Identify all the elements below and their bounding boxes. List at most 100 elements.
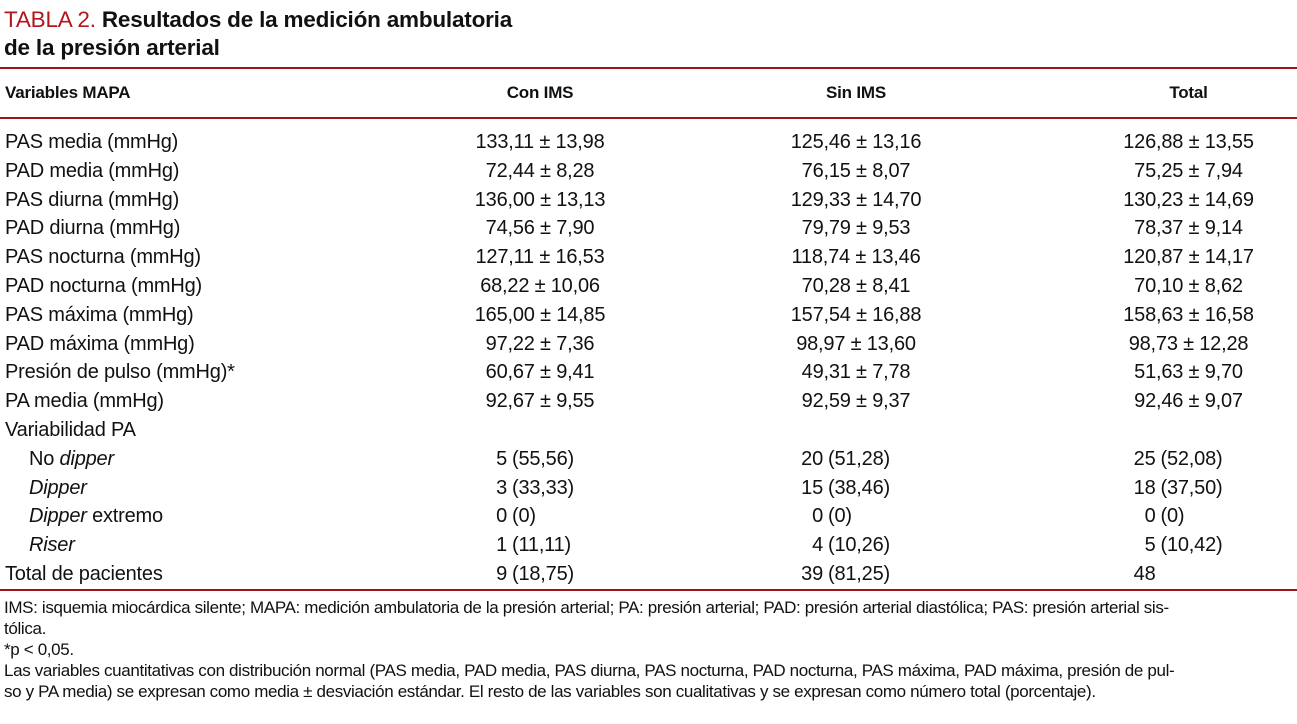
- value-cell-total: 92,46 ± 9,07: [1134, 390, 1243, 413]
- row-label: PAS máxima (mmHg): [5, 303, 194, 326]
- table-row-total: Total de pacientes 9 (18,75) 39 (81,25) 48: [0, 560, 1297, 589]
- value-cell-total: 0 (0): [1144, 505, 1185, 528]
- value-cell-sin: 129,33 ± 14,70: [790, 188, 922, 211]
- value-cell-con: 0 (0): [496, 505, 536, 528]
- row-label: Presión de pulso (mmHg)*: [5, 361, 235, 384]
- value-cell-con: 74,56 ± 7,90: [485, 217, 595, 240]
- table-row: PAD diurna (mmHg) 74,56 ± 7,90 79,79 ± 9…: [0, 214, 1297, 243]
- value-cell-total: 78,37 ± 9,14: [1134, 217, 1243, 240]
- value-cell-con: 3 (33,33): [496, 476, 574, 499]
- row-label: No dipper: [29, 447, 114, 470]
- value-cell-total: 120,87 ± 14,17: [1123, 246, 1254, 269]
- table-row: PAD media (mmHg) 72,44 ± 8,28 76,15 ± 8,…: [0, 157, 1297, 186]
- value-cell-sin: 70,28 ± 8,41: [801, 274, 911, 297]
- value-cell-sin: 118,74 ± 13,46: [791, 246, 921, 269]
- value-cell-total: 158,63 ± 16,58: [1123, 303, 1254, 326]
- row-label: PAS diurna (mmHg): [5, 188, 180, 211]
- row-label: Total de pacientes: [5, 562, 163, 585]
- footnote-line: IMS: isquemia miocárdica silente; MAPA: …: [4, 597, 1169, 617]
- value-cell-con: [390, 416, 690, 445]
- value-cell-sin: 92,59 ± 9,37: [801, 390, 911, 413]
- value-cell-sin: [690, 416, 1022, 445]
- value-cell-con: 133,11 ± 13,98: [475, 131, 605, 153]
- value-cell-sin: 76,15 ± 8,07: [801, 159, 911, 182]
- table-row: PAS máxima (mmHg) 165,00 ± 14,85 157,54 …: [0, 301, 1297, 330]
- table-rule-header-bottom: [0, 117, 1297, 119]
- table-row: PAD nocturna (mmHg) 68,22 ± 10,06 70,28 …: [0, 272, 1297, 301]
- value-cell-total: 75,25 ± 7,94: [1134, 159, 1243, 182]
- value-cell-con: 136,00 ± 13,13: [474, 188, 606, 211]
- table-header-row: Variables MAPA Con IMS Sin IMS Total: [0, 69, 1297, 117]
- table-row: PAD máxima (mmHg) 97,22 ± 7,36 98,97 ± 1…: [0, 330, 1297, 359]
- table-row: Dipper 3 (33,33) 15 (38,46) 18 (37,50): [0, 474, 1297, 503]
- value-cell-con: 97,22 ± 7,36: [485, 332, 595, 355]
- value-cell-total: 126,88 ± 13,55: [1123, 131, 1254, 153]
- value-cell-total: 25 (52,08): [1133, 447, 1223, 470]
- table-title-line2: de la presión arterial: [4, 35, 220, 60]
- table-number: TABLA 2.: [4, 7, 96, 32]
- row-label: PAD nocturna (mmHg): [5, 274, 202, 297]
- row-label: PAD diurna (mmHg): [5, 217, 181, 240]
- value-cell-total: 130,23 ± 14,69: [1123, 188, 1254, 211]
- table-footnotes: IMS: isquemia miocárdica silente; MAPA: …: [0, 597, 1297, 702]
- table-title-line1: TABLA 2. Resultados de la medición ambul…: [4, 6, 1297, 34]
- table-rule-top: [0, 67, 1297, 69]
- value-cell-sin: 15 (38,46): [801, 476, 890, 499]
- table-title: TABLA 2. Resultados de la medición ambul…: [0, 0, 1297, 62]
- table-title-text: Resultados de la medición ambulatoria: [95, 7, 513, 32]
- value-cell-con: 5 (55,56): [496, 447, 574, 470]
- value-cell-sin: 4 (10,26): [812, 534, 890, 557]
- row-label: PAD máxima (mmHg): [5, 332, 195, 355]
- footnote-line: so y PA media) se expresan como media ± …: [4, 681, 1096, 701]
- table-row: PA media (mmHg) 92,67 ± 9,55 92,59 ± 9,3…: [0, 387, 1297, 416]
- value-cell-total: 51,63 ± 9,70: [1134, 361, 1243, 384]
- row-label: Dipper extremo: [29, 505, 163, 528]
- table-row: PAS nocturna (mmHg) 127,11 ± 16,53 118,7…: [0, 243, 1297, 272]
- value-cell-total: 98,73 ± 12,28: [1128, 332, 1249, 355]
- footnote-line: tólica.: [4, 618, 46, 638]
- value-cell-sin: 20 (51,28): [801, 447, 890, 470]
- row-label: Variabilidad PA: [5, 418, 136, 441]
- row-label: Riser: [29, 534, 75, 557]
- table-row: Riser 1 (11,11) 4 (10,26) 5 (10,42): [0, 531, 1297, 560]
- table-row-section: Variabilidad PA: [0, 416, 1297, 445]
- value-cell-con: 127,11 ± 16,53: [475, 246, 605, 269]
- table-row: PAS media (mmHg) 133,11 ± 13,98 125,46 ±…: [0, 128, 1297, 157]
- value-cell-sin: 79,79 ± 9,53: [801, 217, 911, 240]
- footnote-line: Las variables cuantitativas con distribu…: [4, 660, 1175, 680]
- footnote-line-pvalue: *p < 0,05.: [4, 639, 74, 659]
- column-header-sin-ims: Sin IMS: [826, 83, 886, 102]
- row-label: PAS nocturna (mmHg): [5, 246, 201, 269]
- value-cell-sin: 49,31 ± 7,78: [801, 361, 911, 384]
- value-cell-sin: 157,54 ± 16,88: [790, 303, 922, 326]
- value-cell-total: 48: [1133, 562, 1156, 585]
- row-label: PAD media (mmHg): [5, 159, 180, 182]
- value-cell-sin: 98,97 ± 13,60: [796, 332, 916, 355]
- table-body: PAS media (mmHg) 133,11 ± 13,98 125,46 ±…: [0, 119, 1297, 589]
- value-cell-con: 60,67 ± 9,41: [485, 361, 595, 384]
- value-cell-total: 18 (37,50): [1133, 476, 1223, 499]
- row-label: PAS media (mmHg): [5, 131, 179, 153]
- value-cell-con: 9 (18,75): [496, 562, 574, 585]
- value-cell-con: 68,22 ± 10,06: [480, 274, 600, 297]
- value-cell-con: 72,44 ± 8,28: [485, 159, 595, 182]
- table-row: No dipper 5 (55,56) 20 (51,28) 25 (52,08): [0, 445, 1297, 474]
- table-row: Presión de pulso (mmHg)* 60,67 ± 9,41 49…: [0, 358, 1297, 387]
- row-label: Dipper: [29, 476, 87, 499]
- column-header-con-ims: Con IMS: [506, 83, 574, 102]
- table-row: Dipper extremo 0 (0) 0 (0) 0 (0): [0, 502, 1297, 531]
- value-cell-con: 1 (11,11): [496, 534, 572, 557]
- value-cell-total: 70,10 ± 8,62: [1134, 274, 1243, 297]
- column-header-variables: Variables MAPA: [5, 83, 131, 102]
- column-header-total: Total: [1169, 83, 1208, 102]
- table-rule-bottom: [0, 588, 1297, 591]
- value-cell-total: [1022, 416, 1297, 445]
- value-cell-con: 92,67 ± 9,55: [485, 390, 595, 413]
- row-label: PA media (mmHg): [5, 390, 164, 413]
- value-cell-con: 165,00 ± 14,85: [474, 303, 606, 326]
- value-cell-total: 5 (10,42): [1144, 534, 1223, 557]
- value-cell-sin: 39 (81,25): [801, 562, 890, 585]
- value-cell-sin: 0 (0): [812, 505, 852, 528]
- table-row: PAS diurna (mmHg) 136,00 ± 13,13 129,33 …: [0, 186, 1297, 215]
